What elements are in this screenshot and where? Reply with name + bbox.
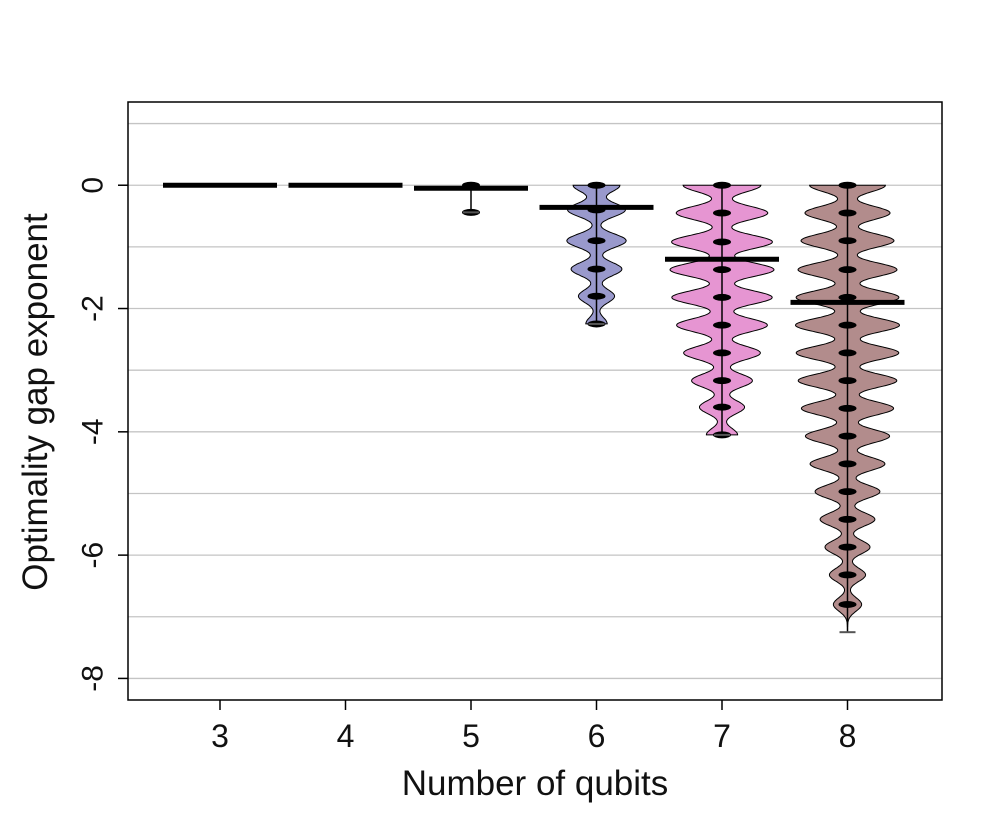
x-tick-label: 6 [588,718,606,754]
x-tick-label: 5 [462,718,480,754]
y-tick-label: 0 [77,177,110,194]
mode-point [587,265,606,273]
mode-point [713,238,731,246]
mode-point [838,600,857,608]
mode-point [838,349,857,357]
mode-point [838,293,857,301]
mode-point [713,321,731,329]
mode-point [838,266,857,274]
mode-point [713,209,731,217]
mode-point [713,349,731,357]
x-tick-label: 3 [211,718,229,754]
x-tick-label: 7 [713,718,731,754]
y-tick-label: -2 [77,295,110,322]
mode-point [713,266,731,274]
y-tick-label: -4 [77,418,110,445]
mode-point [838,181,857,189]
mode-point [838,432,857,440]
x-axis-ticks: 3 4 5 6 7 8 [211,700,856,754]
x-tick-label: 4 [337,718,355,754]
mode-point [838,460,857,468]
mode-point [838,237,857,245]
x-axis-label: Number of qubits [402,764,669,803]
x-tick-label: 8 [839,718,857,754]
mode-point [713,403,731,411]
mode-point [713,181,731,189]
mode-point [838,488,857,496]
mode-point [838,571,857,579]
y-tick-label: -8 [77,665,110,692]
mode-point [838,321,857,329]
y-tick-label: -6 [77,542,110,569]
mode-point [713,377,731,385]
mode-point [838,209,857,217]
mode-point [587,292,606,300]
y-axis-ticks: 0 -2 -4 -6 -8 [77,177,128,692]
mean-bars [163,182,905,305]
mode-point [838,404,857,412]
mode-point [587,237,606,245]
mode-point [838,515,857,523]
violins [462,181,901,634]
mode-point [838,543,857,551]
y-axis-label: Optimality gap exponent [16,213,55,591]
mode-point [587,181,606,189]
mode-point [838,377,857,385]
plot-frame [127,101,943,701]
mode-point [713,293,731,301]
